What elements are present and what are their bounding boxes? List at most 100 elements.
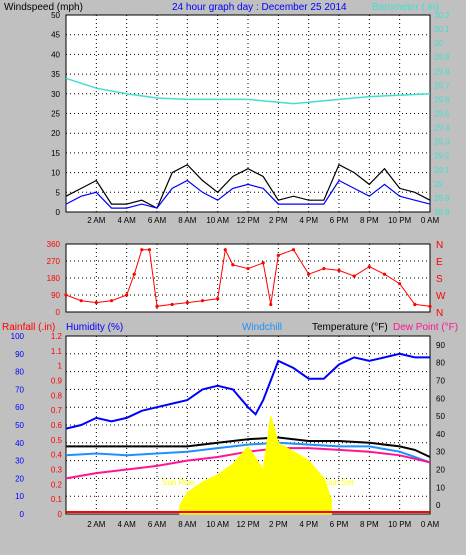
humidity-tick-label: 50 [15, 421, 24, 430]
temperature-tick-label: 20 [436, 466, 445, 475]
time-tick-label: 6 PM [330, 216, 349, 225]
barometer-tick-label: 29.5 [434, 110, 450, 119]
humidity-tick-label: 90 [15, 350, 24, 359]
barometer-tick-label: 29.9 [434, 53, 450, 62]
compass-label: N [436, 308, 443, 319]
time-tick-label: 6 AM [148, 520, 167, 529]
wind-tick-label: 5 [56, 188, 61, 197]
temperature-tick-label: 10 [436, 483, 445, 492]
barometer-tick-label: 29.2 [434, 152, 450, 161]
humidity-axis-label: Humidity (%) [66, 322, 123, 333]
time-tick-label: 2 AM [87, 520, 106, 529]
time-tick-label: 6 PM [330, 520, 349, 529]
temperature-tick-label: 40 [436, 430, 445, 439]
barometer-tick-label: 29.8 [434, 67, 450, 76]
time-tick-label: 12 PM [236, 216, 259, 225]
rain-tick-label: 0.4 [51, 451, 63, 460]
humidity-tick-label: 70 [15, 385, 24, 394]
time-tick-label: 4 AM [118, 520, 137, 529]
direction-tick-label: 270 [47, 257, 61, 266]
direction-tick-label: 180 [47, 274, 61, 283]
rain-tick-label: 0.6 [51, 421, 63, 430]
barometer-tick-label: 29.6 [434, 95, 450, 104]
time-tick-label: 8 PM [360, 520, 379, 529]
rain-tick-label: 1.1 [51, 347, 63, 356]
barometer-axis-label: Barometer (.in) [372, 2, 439, 13]
barometer-tick-label: 29.7 [434, 81, 450, 90]
humidity-tick-label: 30 [15, 457, 24, 466]
wind-tick-label: 50 [51, 11, 60, 20]
humidity-tick-label: 20 [15, 474, 24, 483]
temperature-tick-label: 30 [436, 448, 445, 457]
series-solar [179, 415, 332, 515]
rain-tick-label: 0.9 [51, 377, 63, 386]
rain-tick-label: 0.7 [51, 406, 63, 415]
time-tick-label: 12 PM [236, 520, 259, 529]
chart-title: 24 hour graph day : December 25 2014 [172, 2, 347, 13]
time-tick-label: 6 AM [148, 216, 167, 225]
dewpoint-label: Dew Point (°F) [393, 322, 458, 333]
wind-tick-label: 10 [51, 169, 60, 178]
series-dew-point [65, 447, 431, 480]
time-tick-label: 8 PM [360, 216, 379, 225]
humidity-tick-label: 40 [15, 439, 24, 448]
wind-tick-label: 40 [51, 50, 60, 59]
direction-plot-area [65, 243, 431, 313]
series-humidity [65, 352, 430, 430]
time-tick-label: 8 AM [178, 216, 197, 225]
time-tick-label: 10 AM [206, 216, 229, 225]
time-tick-label: 0 AM [421, 520, 440, 529]
barometer-tick-label: 30 [434, 39, 443, 48]
direction-tick-label: 90 [51, 291, 60, 300]
direction-tick-label: 360 [47, 240, 61, 249]
barometer-tick-label: 29.3 [434, 138, 450, 147]
time-tick-label: 4 PM [299, 520, 318, 529]
compass-label: W [436, 291, 446, 302]
barometer-tick-label: 28.8 [434, 208, 450, 217]
time-tick-label: 10 PM [388, 216, 411, 225]
axis-ticks: 0510152025303540455028.828.92929.129.229… [11, 11, 450, 529]
series-group [64, 77, 432, 515]
wind-tick-label: 0 [56, 208, 61, 217]
wind-tick-label: 35 [51, 70, 60, 79]
sun-rise-label: Sun Rise [162, 478, 195, 487]
direction-point [428, 304, 432, 308]
rain-tick-label: 0 [58, 510, 63, 519]
wind-tick-label: 20 [51, 129, 60, 138]
humidity-tick-label: 0 [20, 510, 25, 519]
rain-tick-label: 0.2 [51, 480, 63, 489]
series-barometer [65, 77, 431, 105]
series-temperature [66, 436, 431, 458]
wind-tick-label: 25 [51, 110, 60, 119]
windspeed-axis-label: Windspeed (mph) [4, 2, 83, 13]
rain-tick-label: 0.3 [51, 466, 63, 475]
rain-tick-label: 0.1 [51, 495, 63, 504]
wind-plot-area [65, 14, 431, 213]
barometer-tick-label: 30.1 [434, 25, 450, 34]
barometer-tick-label: 29 [434, 180, 443, 189]
wind-tick-label: 45 [51, 31, 60, 40]
time-tick-label: 2 PM [269, 520, 288, 529]
windchill-label: Windchill [242, 322, 282, 333]
time-tick-label: 0 AM [421, 216, 440, 225]
wind-tick-label: 15 [51, 149, 60, 158]
humidity-tick-label: 10 [15, 492, 24, 501]
series-windchill [65, 441, 431, 464]
direction-tick-label: 0 [56, 308, 61, 317]
humidity-tick-label: 80 [15, 368, 24, 377]
barometer-tick-label: 30.2 [434, 11, 450, 20]
rainfall-axis-label: Rainfall (.in) [2, 322, 55, 333]
barometer-tick-label: 28.9 [434, 194, 450, 203]
time-tick-label: 2 AM [87, 216, 106, 225]
temperature-axis-label: Temperature (°F) [312, 322, 388, 333]
compass-label: N [436, 240, 443, 251]
time-tick-label: 4 AM [118, 216, 137, 225]
time-tick-label: 4 PM [299, 216, 318, 225]
series-wind-average [65, 179, 431, 209]
temperature-tick-label: 80 [436, 359, 445, 368]
wind-tick-label: 30 [51, 90, 60, 99]
time-tick-label: 8 AM [178, 520, 197, 529]
rain-tick-label: 0.5 [51, 436, 63, 445]
time-tick-label: 10 PM [388, 520, 411, 529]
